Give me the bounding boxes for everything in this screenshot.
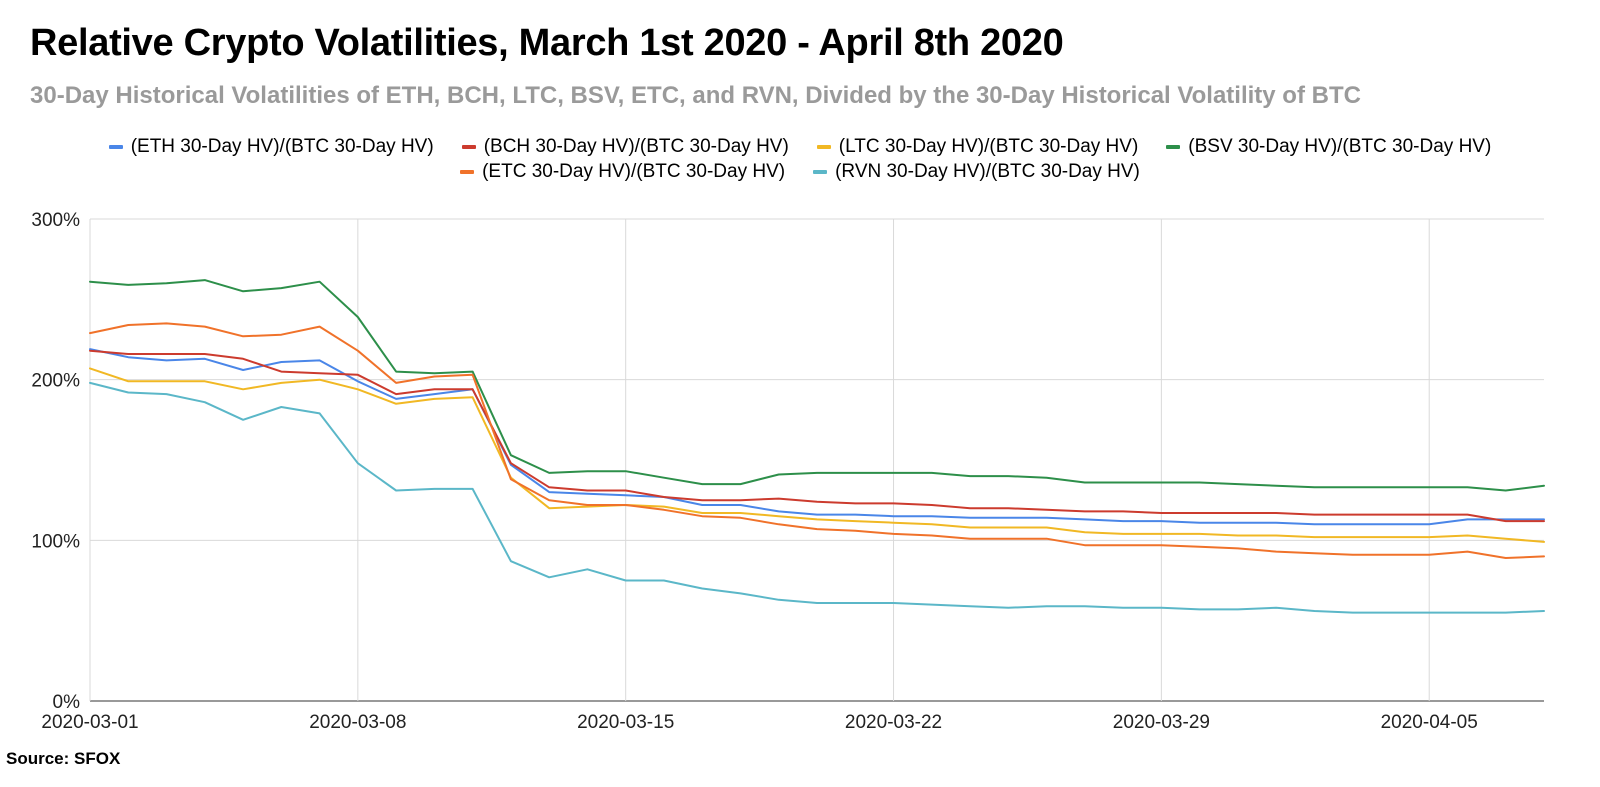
series-line-1 bbox=[89, 349, 1545, 523]
x-tick-label: 2020-03-15 bbox=[577, 712, 674, 733]
legend-label-bch: (BCH 30-Day HV)/(BTC 30-Day HV) bbox=[483, 136, 789, 157]
series-line-2 bbox=[89, 367, 1545, 543]
legend-item-etc: (ETC 30-Day HV)/(BTC 30-Day HV) bbox=[460, 161, 785, 183]
series-line-0 bbox=[89, 348, 1545, 526]
chart-title: Relative Crypto Volatilities, March 1st … bbox=[30, 22, 1064, 64]
chart-subtitle: 30-Day Historical Volatilities of ETH, B… bbox=[30, 82, 1361, 109]
y-tick-label: 300% bbox=[31, 210, 80, 231]
legend-swatch-bch bbox=[461, 145, 476, 149]
legend-item-rvn: (RVN 30-Day HV)/(BTC 30-Day HV) bbox=[813, 161, 1140, 183]
legend-swatch-rvn bbox=[813, 170, 828, 174]
y-tick-label: 0% bbox=[53, 692, 81, 713]
legend-label-etc: (ETC 30-Day HV)/(BTC 30-Day HV) bbox=[482, 161, 786, 182]
legend-row-2: (ETC 30-Day HV)/(BTC 30-Day HV) (RVN 30-… bbox=[0, 161, 1600, 183]
legend-label-rvn: (RVN 30-Day HV)/(BTC 30-Day HV) bbox=[835, 161, 1140, 182]
series-line-3 bbox=[89, 279, 1545, 492]
x-tick-label: 2020-03-01 bbox=[41, 712, 138, 733]
x-tick-label: 2020-03-29 bbox=[1113, 712, 1210, 733]
y-tick-label: 100% bbox=[31, 531, 80, 552]
legend-swatch-etc bbox=[460, 170, 475, 174]
legend-item-eth: (ETH 30-Day HV)/(BTC 30-Day HV) bbox=[108, 136, 434, 158]
series-line-4 bbox=[89, 322, 1545, 559]
source-note: Source: SFOX bbox=[6, 749, 121, 768]
x-tick-label: 2020-03-22 bbox=[845, 712, 942, 733]
legend-swatch-ltc bbox=[816, 145, 831, 149]
legend-item-ltc: (LTC 30-Day HV)/(BTC 30-Day HV) bbox=[816, 136, 1139, 158]
legend-swatch-eth bbox=[108, 145, 123, 149]
legend-item-bch: (BCH 30-Day HV)/(BTC 30-Day HV) bbox=[461, 136, 789, 158]
x-tick-label: 2020-03-08 bbox=[309, 712, 406, 733]
legend-item-bsv: (BSV 30-Day HV)/(BTC 30-Day HV) bbox=[1166, 136, 1491, 158]
legend-swatch-bsv bbox=[1166, 145, 1181, 149]
series-line-5 bbox=[89, 381, 1545, 614]
x-tick-label: 2020-04-05 bbox=[1381, 712, 1478, 733]
legend: (ETH 30-Day HV)/(BTC 30-Day HV) (BCH 30-… bbox=[0, 136, 1600, 158]
legend-label-ltc: (LTC 30-Day HV)/(BTC 30-Day HV) bbox=[838, 136, 1139, 157]
y-tick-label: 200% bbox=[31, 371, 80, 392]
legend-label-bsv: (BSV 30-Day HV)/(BTC 30-Day HV) bbox=[1188, 136, 1492, 157]
legend-label-eth: (ETH 30-Day HV)/(BTC 30-Day HV) bbox=[130, 136, 434, 157]
